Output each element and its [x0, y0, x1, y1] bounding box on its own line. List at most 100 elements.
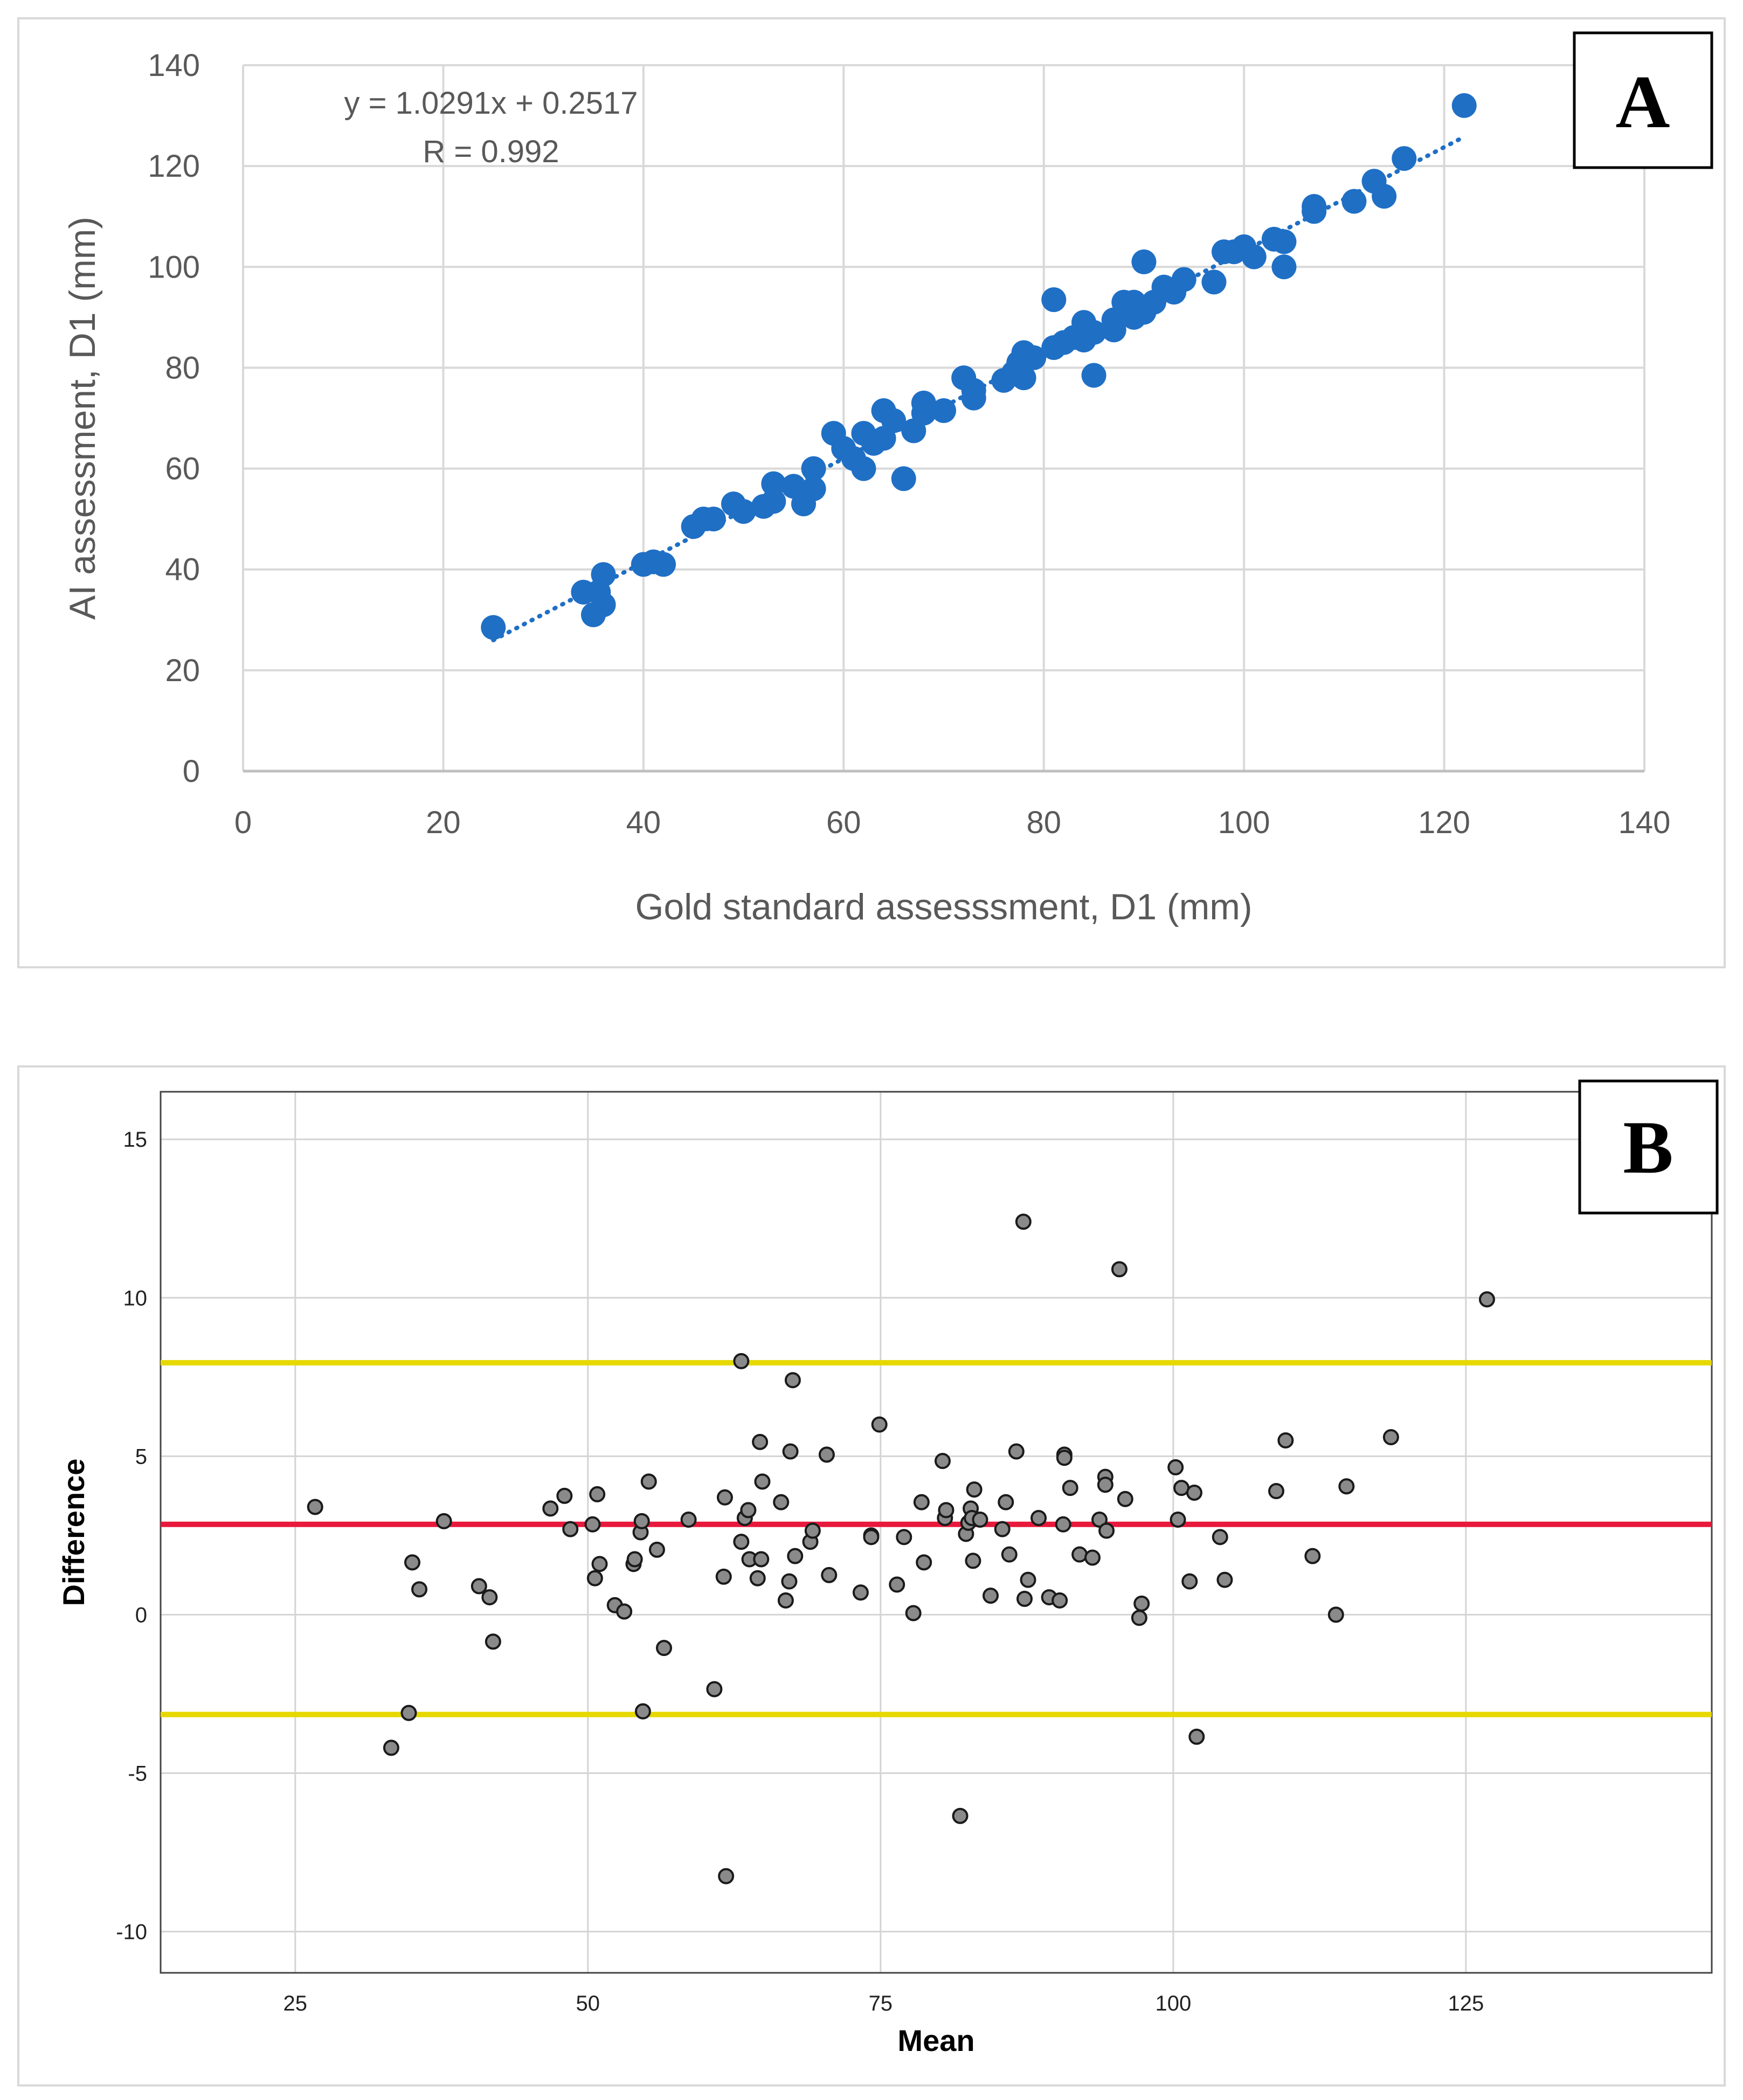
- data-point: [752, 1433, 769, 1450]
- data-point: [655, 1640, 672, 1657]
- y-tick-label: 100: [148, 249, 200, 285]
- data-point: [1030, 1510, 1047, 1527]
- data-point: [871, 426, 896, 451]
- data-point: [1052, 1592, 1068, 1609]
- y-tick-label: 15: [123, 1128, 148, 1152]
- data-point: [1372, 184, 1397, 209]
- x-tick-label: 25: [283, 1992, 308, 2015]
- regression-equation: y = 1.0291x + 0.2517: [344, 86, 638, 121]
- data-point: [784, 1372, 801, 1389]
- data-point: [586, 1570, 603, 1586]
- data-point: [307, 1499, 323, 1515]
- data-point: [852, 1584, 869, 1601]
- data-point: [913, 1494, 930, 1510]
- x-tick-label: 40: [626, 805, 661, 840]
- x-tick-label: 120: [1418, 805, 1470, 840]
- data-point: [1241, 244, 1267, 269]
- data-point: [1302, 199, 1327, 224]
- data-point: [863, 1529, 880, 1545]
- data-point: [1016, 1591, 1033, 1607]
- data-point: [998, 1494, 1014, 1510]
- data-point: [404, 1554, 420, 1571]
- data-point: [626, 1551, 643, 1568]
- data-point: [680, 1511, 697, 1528]
- data-point: [485, 1633, 501, 1650]
- data-point: [952, 1807, 969, 1824]
- x-tick-label: 50: [576, 1992, 600, 2015]
- y-tick-label: 0: [183, 754, 200, 789]
- data-point: [400, 1704, 417, 1721]
- data-point: [1098, 1522, 1115, 1539]
- data-point: [1131, 249, 1157, 274]
- x-tick-label: 60: [826, 805, 861, 840]
- x-tick-label: 75: [869, 1992, 893, 2015]
- data-point: [1451, 93, 1477, 118]
- data-point: [966, 1481, 983, 1498]
- data-point: [931, 398, 956, 423]
- data-point: [648, 1541, 665, 1558]
- panel-label-box: [1578, 1079, 1719, 1215]
- data-point: [1081, 363, 1106, 388]
- chart-a: 0 20 40 60 80 100 120 140 0 20 40 60 80 100 120 140 y = …: [62, 31, 1713, 927]
- x-axis-title: Mean: [897, 2023, 974, 2057]
- data-point: [821, 1567, 838, 1583]
- data-point: [983, 1588, 999, 1604]
- data-point: [1271, 254, 1297, 280]
- data-point: [1131, 1610, 1147, 1626]
- data-point: [471, 1578, 487, 1595]
- x-tick-label: 140: [1618, 805, 1671, 840]
- panel-b: 25 50 75 100 125 -10 -5 0 5 10 15 Mean Difference B: [17, 1065, 1726, 2087]
- data-point: [916, 1554, 932, 1571]
- data-point: [801, 456, 826, 481]
- data-point: [1181, 1573, 1198, 1590]
- data-point: [1011, 365, 1036, 391]
- data-point: [938, 1502, 954, 1519]
- data-point: [633, 1513, 650, 1529]
- data-point: [383, 1739, 399, 1756]
- data-point: [1062, 1480, 1078, 1496]
- data-point: [584, 1516, 601, 1533]
- x-tick-label: 0: [234, 805, 252, 840]
- y-tick-label: -5: [128, 1762, 147, 1785]
- x-axis-title: Gold standard assesssment, D1 (mm): [635, 886, 1252, 927]
- data-point: [1041, 287, 1067, 313]
- x-tick-label: 20: [426, 805, 461, 840]
- data-point: [1186, 1484, 1202, 1501]
- data-point: [616, 1603, 633, 1620]
- data-point: [556, 1487, 573, 1504]
- data-point: [1117, 1491, 1133, 1507]
- data-point: [1020, 1571, 1036, 1588]
- plot-frame: [160, 1091, 1713, 1974]
- data-point: [715, 1568, 732, 1585]
- data-point: [1201, 269, 1227, 295]
- data-point: [411, 1581, 428, 1598]
- y-tick-label: 20: [165, 653, 200, 688]
- x-tick-label: 100: [1155, 1992, 1191, 2015]
- data-point: [733, 1534, 750, 1550]
- data-point: [1091, 1511, 1108, 1528]
- data-point: [1001, 1546, 1018, 1563]
- y-tick-label: 60: [165, 452, 200, 487]
- data-point: [1341, 189, 1367, 214]
- data-point: [965, 1553, 981, 1569]
- data-point: [481, 615, 506, 640]
- data-point: [889, 1576, 905, 1593]
- data-point: [1071, 1546, 1088, 1563]
- data-point: [749, 1570, 766, 1586]
- data-point: [934, 1453, 951, 1470]
- data-point: [891, 466, 916, 491]
- data-point: [782, 1443, 799, 1460]
- data-point: [911, 400, 936, 426]
- data-point: [716, 1489, 733, 1506]
- data-point: [1056, 1450, 1073, 1466]
- data-point: [1171, 267, 1196, 292]
- data-point: [804, 1522, 821, 1539]
- data-point: [731, 499, 756, 524]
- data-point: [1021, 345, 1047, 370]
- data-point: [640, 1473, 657, 1490]
- data-point: [781, 1573, 798, 1590]
- chart-b: 25 50 75 100 125 -10 -5 0 5 10 15 Mean Difference B: [57, 1079, 1719, 2057]
- data-point: [1338, 1478, 1355, 1495]
- panel-label: A: [1615, 60, 1670, 144]
- data-point: [589, 1486, 606, 1502]
